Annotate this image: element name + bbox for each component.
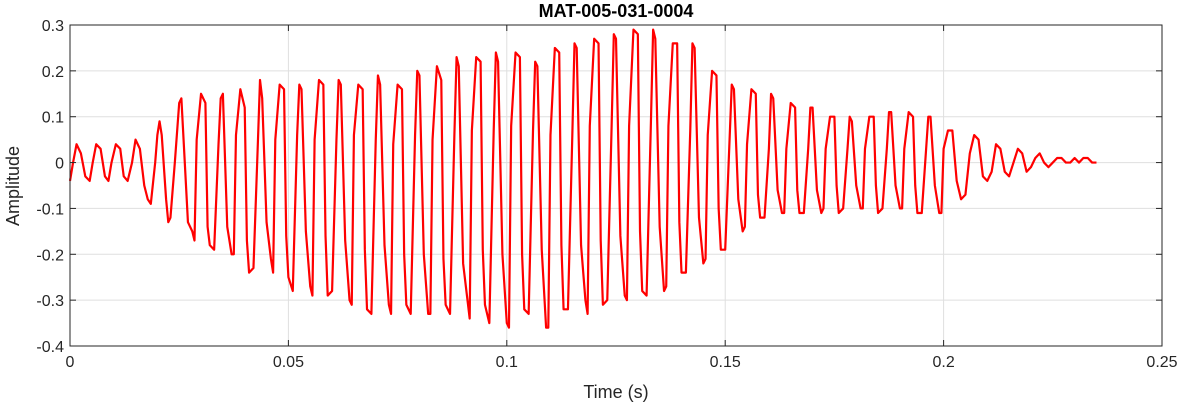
y-axis-title: Amplitude xyxy=(3,146,23,226)
y-tick-label: 0 xyxy=(55,156,64,173)
grid-lines xyxy=(70,25,1162,346)
y-tick-label: -0.2 xyxy=(36,247,64,264)
plot-frame xyxy=(69,24,1163,347)
x-tick-label: 0.15 xyxy=(710,354,741,371)
y-tick-labels: -0.4 -0.3 -0.2 -0.1 0 0.1 0.2 0.3 xyxy=(36,18,64,356)
y-tick-label: -0.3 xyxy=(36,293,64,310)
series-line xyxy=(68,28,1097,329)
x-tick-label: 0.05 xyxy=(273,354,304,371)
axis-ticks xyxy=(69,24,1163,347)
y-tick-label: -0.4 xyxy=(36,339,64,356)
x-tick-label: 0.2 xyxy=(932,354,954,371)
y-tick-label: 0.2 xyxy=(42,64,64,81)
x-tick-label: 0 xyxy=(66,354,75,371)
y-tick-label: 0.3 xyxy=(42,18,64,35)
y-tick-label: 0.1 xyxy=(42,110,64,127)
x-tick-label: 0.25 xyxy=(1146,354,1177,371)
x-tick-labels: 0 0.05 0.1 0.15 0.2 0.25 xyxy=(66,354,1178,371)
series-layer xyxy=(68,28,1097,329)
x-axis-title: Time (s) xyxy=(583,382,648,402)
x-tick-label: 0.1 xyxy=(496,354,518,371)
y-tick-label: -0.1 xyxy=(36,201,64,218)
chart-title: MAT-005-031-0004 xyxy=(539,1,694,21)
